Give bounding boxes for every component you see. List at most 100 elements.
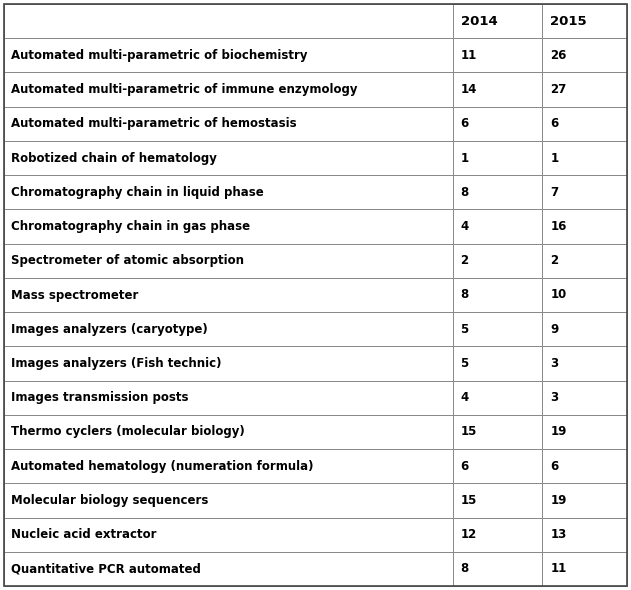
Text: 13: 13 [550, 528, 567, 541]
Bar [4, 278, 452, 312]
Text: 12: 12 [461, 528, 477, 541]
Text: 6: 6 [550, 117, 558, 130]
Text: Automated multi-parametric of hemostasis: Automated multi-parametric of hemostasis [11, 117, 297, 130]
Bar [542, 175, 627, 209]
Bar [4, 244, 452, 278]
Bar [4, 38, 452, 73]
Text: 6: 6 [461, 117, 469, 130]
Text: 15: 15 [461, 494, 477, 507]
Text: 19: 19 [550, 425, 567, 438]
Text: 9: 9 [550, 323, 558, 336]
Bar [4, 312, 452, 346]
Text: 27: 27 [550, 83, 567, 96]
Bar [542, 73, 627, 107]
Text: 3: 3 [550, 357, 558, 370]
Text: Mass spectrometer: Mass spectrometer [11, 289, 138, 301]
Text: Thermo cyclers (molecular biology): Thermo cyclers (molecular biology) [11, 425, 245, 438]
Bar [4, 346, 452, 381]
Text: 1: 1 [550, 152, 558, 165]
Text: 11: 11 [461, 49, 477, 62]
Text: 5: 5 [461, 323, 469, 336]
Text: Chromatography chain in gas phase: Chromatography chain in gas phase [11, 220, 250, 233]
Bar [4, 175, 452, 209]
Bar [4, 449, 452, 483]
Text: 6: 6 [550, 460, 558, 473]
Bar [452, 312, 542, 346]
Text: 6: 6 [461, 460, 469, 473]
Bar [452, 381, 542, 415]
Bar [452, 107, 542, 141]
Text: Chromatography chain in liquid phase: Chromatography chain in liquid phase [11, 186, 264, 199]
Text: 16: 16 [550, 220, 567, 233]
Bar [542, 449, 627, 483]
Text: 5: 5 [461, 357, 469, 370]
Bar [452, 244, 542, 278]
Bar [452, 449, 542, 483]
Bar [452, 517, 542, 552]
Text: 8: 8 [461, 289, 469, 301]
Bar [542, 381, 627, 415]
Bar [452, 175, 542, 209]
Bar [542, 312, 627, 346]
Text: Images analyzers (Fish technic): Images analyzers (Fish technic) [11, 357, 221, 370]
Text: 14: 14 [461, 83, 477, 96]
Text: 8: 8 [461, 562, 469, 575]
Text: 7: 7 [550, 186, 558, 199]
Bar [542, 552, 627, 586]
Bar [542, 107, 627, 141]
Text: 2014: 2014 [461, 15, 497, 28]
Text: 1: 1 [461, 152, 469, 165]
Bar [452, 4, 542, 38]
Bar [542, 38, 627, 73]
Bar [542, 244, 627, 278]
Text: 10: 10 [550, 289, 567, 301]
Text: Nucleic acid extractor: Nucleic acid extractor [11, 528, 156, 541]
Bar [452, 415, 542, 449]
Bar [4, 4, 452, 38]
Text: Images analyzers (caryotype): Images analyzers (caryotype) [11, 323, 208, 336]
Text: Molecular biology sequencers: Molecular biology sequencers [11, 494, 208, 507]
Text: 19: 19 [550, 494, 567, 507]
Text: 8: 8 [461, 186, 469, 199]
Bar [4, 483, 452, 517]
Text: 2: 2 [461, 254, 469, 267]
Bar [452, 38, 542, 73]
Text: 2: 2 [550, 254, 558, 267]
Text: 15: 15 [461, 425, 477, 438]
Bar [4, 107, 452, 141]
Text: Automated multi-parametric of biochemistry: Automated multi-parametric of biochemist… [11, 49, 307, 62]
Bar [542, 4, 627, 38]
Text: Automated hematology (numeration formula): Automated hematology (numeration formula… [11, 460, 314, 473]
Bar [452, 278, 542, 312]
Bar [4, 73, 452, 107]
Text: Images transmission posts: Images transmission posts [11, 391, 189, 404]
Text: 4: 4 [461, 391, 469, 404]
Text: 4: 4 [461, 220, 469, 233]
Bar [4, 209, 452, 244]
Bar [542, 141, 627, 175]
Bar [452, 346, 542, 381]
Text: 2015: 2015 [550, 15, 587, 28]
Bar [542, 278, 627, 312]
Bar [542, 415, 627, 449]
Text: Quantitative PCR automated: Quantitative PCR automated [11, 562, 201, 575]
Bar [542, 483, 627, 517]
Bar [4, 517, 452, 552]
Text: 3: 3 [550, 391, 558, 404]
Text: 11: 11 [550, 562, 567, 575]
Bar [4, 381, 452, 415]
Text: Automated multi-parametric of immune enzymology: Automated multi-parametric of immune enz… [11, 83, 358, 96]
Bar [452, 483, 542, 517]
Bar [4, 141, 452, 175]
Bar [4, 552, 452, 586]
Text: Robotized chain of hematology: Robotized chain of hematology [11, 152, 217, 165]
Bar [452, 209, 542, 244]
Bar [542, 517, 627, 552]
Bar [542, 209, 627, 244]
Bar [4, 415, 452, 449]
Bar [452, 552, 542, 586]
Bar [452, 73, 542, 107]
Text: Spectrometer of atomic absorption: Spectrometer of atomic absorption [11, 254, 244, 267]
Text: 26: 26 [550, 49, 567, 62]
Bar [542, 346, 627, 381]
